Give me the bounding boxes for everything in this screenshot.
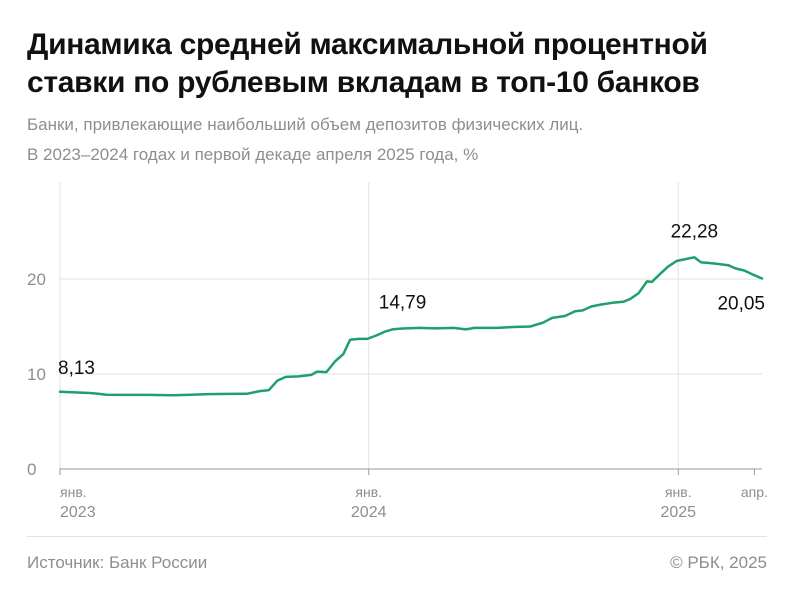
value-annotation: 8,13 bbox=[58, 358, 95, 379]
x-tick-label-month: янв. bbox=[355, 484, 382, 500]
value-annotation: 14,79 bbox=[379, 292, 427, 313]
y-tick-label: 0 bbox=[27, 460, 36, 479]
label-layer: 8,13 14,79 22,28 20,05 bbox=[58, 221, 765, 378]
x-tick-label-month: янв. bbox=[665, 484, 692, 500]
x-tick-label-year: 2024 bbox=[351, 504, 387, 521]
subtitle-line-2: В 2023–2024 годах и первой декаде апреля… bbox=[27, 145, 479, 164]
x-tick-label-month: янв. bbox=[60, 484, 87, 500]
grid-layer bbox=[59, 182, 762, 469]
y-tick-label: 10 bbox=[27, 365, 46, 384]
x-tick-label-year: 2025 bbox=[660, 504, 696, 521]
chart-subtitle: Банки, привлекающие наибольший объем деп… bbox=[27, 110, 777, 170]
axis-layer: 0 10 20 янв. 2023 янв. 2024 янв. 2025 апр. bbox=[27, 270, 768, 521]
copyright-note: © РБК, 2025 bbox=[670, 553, 767, 572]
value-annotation: 22,28 bbox=[671, 221, 719, 242]
rate-series-line bbox=[58, 256, 764, 397]
x-tick-label-year: 2023 bbox=[60, 504, 96, 521]
line-layer bbox=[58, 256, 764, 397]
subtitle-line-1: Банки, привлекающие наибольший объем деп… bbox=[27, 115, 584, 134]
y-tick-label: 20 bbox=[27, 270, 46, 289]
footer-divider bbox=[27, 536, 767, 537]
value-annotation: 20,05 bbox=[717, 294, 765, 315]
source-note: Источник: Банк России bbox=[27, 553, 208, 572]
chart-title: Динамика средней максимальной процентной… bbox=[27, 28, 708, 99]
x-tick-label-month: апр. bbox=[741, 484, 768, 500]
